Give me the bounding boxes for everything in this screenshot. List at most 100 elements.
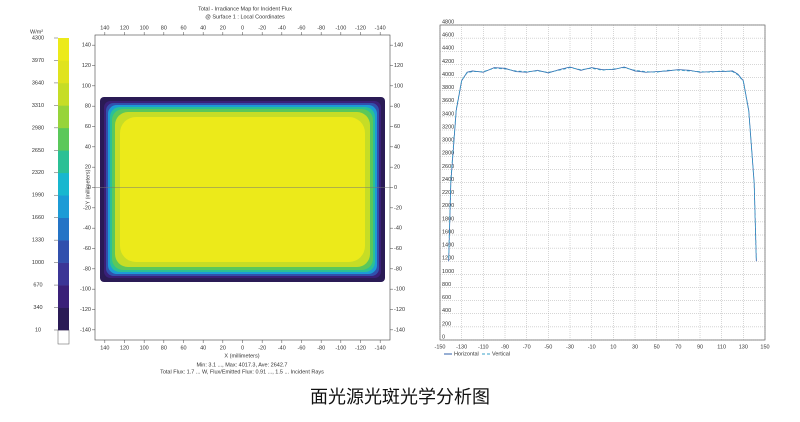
y-tick-label: 0 bbox=[88, 185, 91, 191]
x-tick-label: 140 bbox=[100, 25, 109, 31]
colorbar-tick-label: 3640 bbox=[32, 80, 44, 86]
colorbar-segment bbox=[58, 60, 69, 84]
caption: 面光源光斑光学分析图 bbox=[310, 387, 490, 407]
y-tick-label: 3400 bbox=[442, 111, 454, 117]
y-tick-label: 4000 bbox=[442, 72, 454, 78]
y-tick-label: -140 bbox=[80, 327, 91, 333]
irradiance-region bbox=[122, 132, 362, 168]
y-tick-label: 1400 bbox=[442, 243, 454, 249]
y-tick-label: 4600 bbox=[442, 33, 454, 39]
legend-label: Vertical bbox=[492, 351, 510, 357]
x-tick-label: 10 bbox=[610, 344, 616, 350]
y-tick-label: 100 bbox=[394, 83, 403, 89]
x-tick-label: -70 bbox=[523, 344, 531, 350]
y-tick-label: 2600 bbox=[442, 164, 454, 170]
y-tick-label: 20 bbox=[394, 165, 400, 171]
x-tick-label: 100 bbox=[140, 345, 149, 351]
y-tick-label: 80 bbox=[394, 104, 400, 110]
map-y-label: Y (millimeters) bbox=[85, 169, 91, 204]
x-tick-label: 70 bbox=[675, 344, 681, 350]
y-tick-label: -120 bbox=[80, 307, 91, 313]
y-tick-label: 4800 bbox=[442, 19, 454, 25]
y-tick-label: 60 bbox=[85, 124, 91, 130]
colorbar-label: W/m² bbox=[30, 29, 43, 35]
x-tick-label: -140 bbox=[375, 25, 386, 31]
y-tick-label: -140 bbox=[394, 327, 405, 333]
x-tick-label: -140 bbox=[375, 345, 386, 351]
y-tick-label: 40 bbox=[85, 144, 91, 150]
x-tick-label: 0 bbox=[241, 345, 244, 351]
y-tick-label: -80 bbox=[83, 266, 91, 272]
x-tick-label: -10 bbox=[588, 344, 596, 350]
x-tick-label: 120 bbox=[120, 25, 129, 31]
x-tick-label: -150 bbox=[434, 344, 445, 350]
x-tick-label: 80 bbox=[161, 25, 167, 31]
x-tick-label: 30 bbox=[632, 344, 638, 350]
y-tick-label: 140 bbox=[82, 43, 91, 49]
y-tick-label: 80 bbox=[85, 104, 91, 110]
y-tick-label: 60 bbox=[394, 124, 400, 130]
x-tick-label: 130 bbox=[739, 344, 748, 350]
colorbar-tick-label: 1000 bbox=[32, 260, 44, 266]
y-tick-label: 3600 bbox=[442, 98, 454, 104]
colorbar-tick-label: 2650 bbox=[32, 148, 44, 154]
x-tick-label: -50 bbox=[544, 344, 552, 350]
colorbar-segment bbox=[58, 150, 69, 174]
y-tick-label: -20 bbox=[394, 205, 402, 211]
y-tick-label: 0 bbox=[442, 334, 445, 340]
series-line bbox=[448, 67, 757, 260]
x-tick-label: -100 bbox=[335, 25, 346, 31]
colorbar-segment bbox=[58, 240, 69, 263]
colorbar-tick-label: 1330 bbox=[32, 238, 44, 244]
y-tick-label: 600 bbox=[442, 295, 451, 301]
colorbar-tick-label: 10 bbox=[35, 327, 41, 333]
x-tick-label: -30 bbox=[566, 344, 574, 350]
y-tick-label: 100 bbox=[82, 83, 91, 89]
colorbar-tick-label: 3970 bbox=[32, 58, 44, 64]
y-tick-label: 4400 bbox=[442, 46, 454, 52]
legend-label: Horizontal bbox=[454, 351, 479, 357]
y-tick-label: 1800 bbox=[442, 216, 454, 222]
map-x-label: X (millimeters) bbox=[224, 353, 259, 359]
y-tick-label: 40 bbox=[394, 144, 400, 150]
y-tick-label: 400 bbox=[442, 308, 451, 314]
colorbar-tick-label: 4300 bbox=[32, 35, 44, 41]
colorbar-segment bbox=[58, 38, 69, 61]
y-tick-label: 120 bbox=[394, 63, 403, 69]
x-tick-label: 90 bbox=[697, 344, 703, 350]
colorbar-tick-label: 340 bbox=[33, 305, 42, 311]
y-tick-label: 20 bbox=[85, 165, 91, 171]
x-tick-label: -110 bbox=[478, 344, 489, 350]
y-tick-label: 3000 bbox=[442, 138, 454, 144]
y-tick-label: -100 bbox=[394, 287, 405, 293]
x-tick-label: -80 bbox=[317, 25, 325, 31]
y-tick-label: -120 bbox=[394, 307, 405, 313]
y-tick-label: -60 bbox=[394, 246, 402, 252]
y-tick-label: -40 bbox=[83, 226, 91, 232]
colorbar-segment bbox=[58, 195, 69, 218]
x-tick-label: -120 bbox=[355, 25, 366, 31]
y-tick-label: 1000 bbox=[442, 269, 454, 275]
y-tick-label: 1600 bbox=[442, 229, 454, 235]
x-tick-label: -130 bbox=[456, 344, 467, 350]
colorbar-segment bbox=[58, 172, 69, 196]
colorbar-segment bbox=[58, 217, 69, 241]
y-tick-label: 140 bbox=[394, 43, 403, 49]
colorbar-segment bbox=[58, 285, 69, 308]
x-tick-label: 60 bbox=[180, 25, 186, 31]
x-tick-label: -100 bbox=[335, 345, 346, 351]
y-tick-label: 3200 bbox=[442, 124, 454, 130]
y-tick-label: 2000 bbox=[442, 203, 454, 209]
x-tick-label: 60 bbox=[180, 345, 186, 351]
y-tick-label: 2400 bbox=[442, 177, 454, 183]
y-tick-label: 2800 bbox=[442, 151, 454, 157]
y-tick-label: 120 bbox=[82, 63, 91, 69]
x-tick-label: 20 bbox=[220, 345, 226, 351]
x-tick-label: -90 bbox=[501, 344, 509, 350]
x-tick-label: -40 bbox=[278, 345, 286, 351]
y-tick-label: -100 bbox=[80, 287, 91, 293]
colorbar-segment bbox=[58, 82, 69, 106]
colorbar-tick-label: 1990 bbox=[32, 193, 44, 199]
x-tick-label: -20 bbox=[258, 25, 266, 31]
